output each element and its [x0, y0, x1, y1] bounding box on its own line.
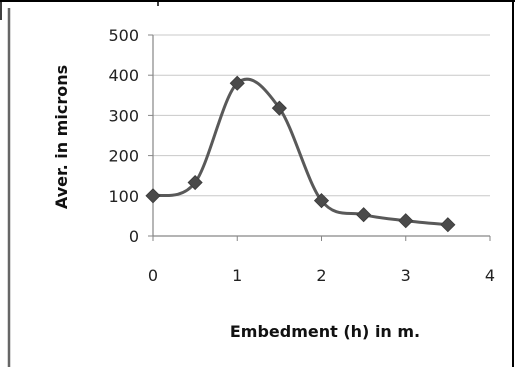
y-tick-label-400: 400 [108, 66, 139, 85]
x-tick-label-0: 0 [148, 266, 158, 285]
data-point-6 [398, 213, 414, 229]
y-tick-label-100: 100 [108, 187, 139, 206]
x-tick-label-2: 2 [316, 266, 326, 285]
y-axis-title: Aver. in microns [52, 65, 71, 209]
data-point-3 [271, 100, 287, 116]
data-point-2 [229, 75, 245, 91]
x-tick-label-1: 1 [232, 266, 242, 285]
data-point-0 [145, 188, 161, 204]
y-tick-label-500: 500 [108, 26, 139, 45]
data-point-7 [440, 217, 456, 233]
data-point-1 [187, 174, 203, 191]
data-point-4 [313, 193, 330, 209]
y-tick-label-0: 0 [129, 227, 139, 246]
x-tick-label-4: 4 [485, 266, 495, 285]
series-line-0 [152, 77, 449, 227]
plot-area: 0 100 200 300 400 500 0 1 2 3 4 [108, 26, 495, 285]
y-tick-label-200: 200 [108, 147, 139, 166]
y-tick-label-300: 300 [108, 106, 139, 125]
data-point-5 [356, 207, 372, 223]
x-axis-title: Embedment (h) in m. [230, 322, 420, 341]
x-tick-label-3: 3 [401, 266, 411, 285]
